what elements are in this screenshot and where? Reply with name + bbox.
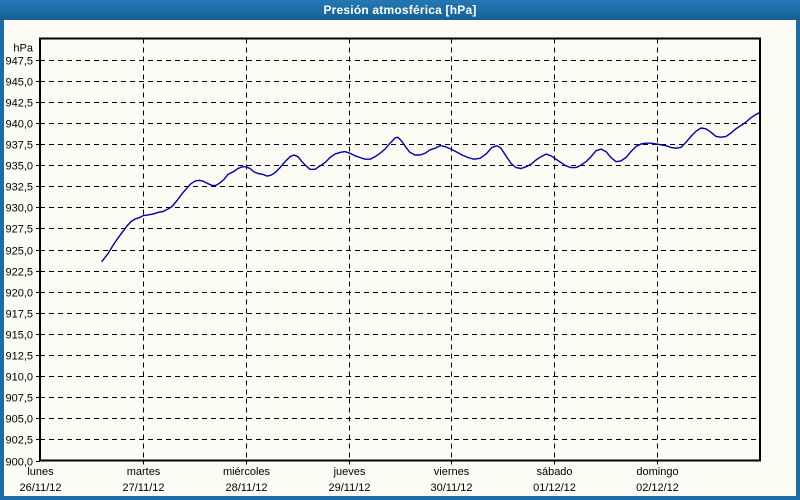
x-day-label: sábado <box>536 466 572 478</box>
chart-area: 947,5 945,0 942,5 940,0 937,5 935,0 932,5 930,0… <box>4 20 796 496</box>
y-axis-unit-label: hPa <box>13 43 33 55</box>
x-date-label: 29/11/12 <box>328 482 370 494</box>
x-day-label: martes <box>127 466 161 478</box>
y-tick-label: 905,0 <box>5 414 33 426</box>
y-tick-label: 932,5 <box>5 182 33 194</box>
axis-ticks <box>36 60 658 465</box>
y-tick-label: 915,0 <box>5 330 33 342</box>
gridlines <box>40 38 760 461</box>
y-tick-label: 925,0 <box>5 246 33 258</box>
y-tick-label: 945,0 <box>5 77 33 89</box>
x-day-label: viernes <box>434 466 470 478</box>
y-tick-label: 947,5 <box>5 56 33 68</box>
plot-border <box>39 37 761 462</box>
x-day-label: jueves <box>333 466 366 478</box>
x-date-label: 01/12/12 <box>533 482 576 494</box>
x-date-label: 02/12/12 <box>636 482 679 494</box>
y-tick-label: 910,0 <box>5 372 33 384</box>
pressure-line <box>101 112 760 263</box>
x-day-label: miércoles <box>223 466 271 478</box>
y-tick-label: 900,0 <box>5 457 33 469</box>
x-date-label: 27/11/12 <box>122 482 164 494</box>
x-day-label: domingo <box>636 466 678 478</box>
y-tick-label: 920,0 <box>5 288 33 300</box>
y-tick-label: 922,5 <box>5 267 33 279</box>
pressure-chart-canvas: 947,5 945,0 942,5 940,0 937,5 935,0 932,5 930,0… <box>5 37 761 495</box>
y-tick-label: 912,5 <box>5 351 33 363</box>
title-bar: Presión atmosférica [hPa] <box>0 0 800 20</box>
axis-labels: 947,5 945,0 942,5 940,0 937,5 935,0 932,5 930,0… <box>5 43 678 495</box>
y-tick-label: 930,0 <box>5 203 33 215</box>
y-tick-label: 917,5 <box>5 309 33 321</box>
x-date-label: 26/11/12 <box>19 482 61 494</box>
y-tick-label: 927,5 <box>5 224 33 236</box>
x-date-label: 28/11/12 <box>225 482 267 494</box>
x-day-label: lunes <box>27 466 54 478</box>
y-tick-label: 937,5 <box>5 140 33 152</box>
y-tick-label: 907,5 <box>5 393 33 405</box>
y-tick-label: 935,0 <box>5 161 33 173</box>
y-tick-label: 902,5 <box>5 435 33 447</box>
y-tick-label: 940,0 <box>5 119 33 131</box>
x-date-label: 30/11/12 <box>430 482 472 494</box>
y-tick-label: 942,5 <box>5 98 33 110</box>
chart-title: Presión atmosférica [hPa] <box>323 3 477 17</box>
